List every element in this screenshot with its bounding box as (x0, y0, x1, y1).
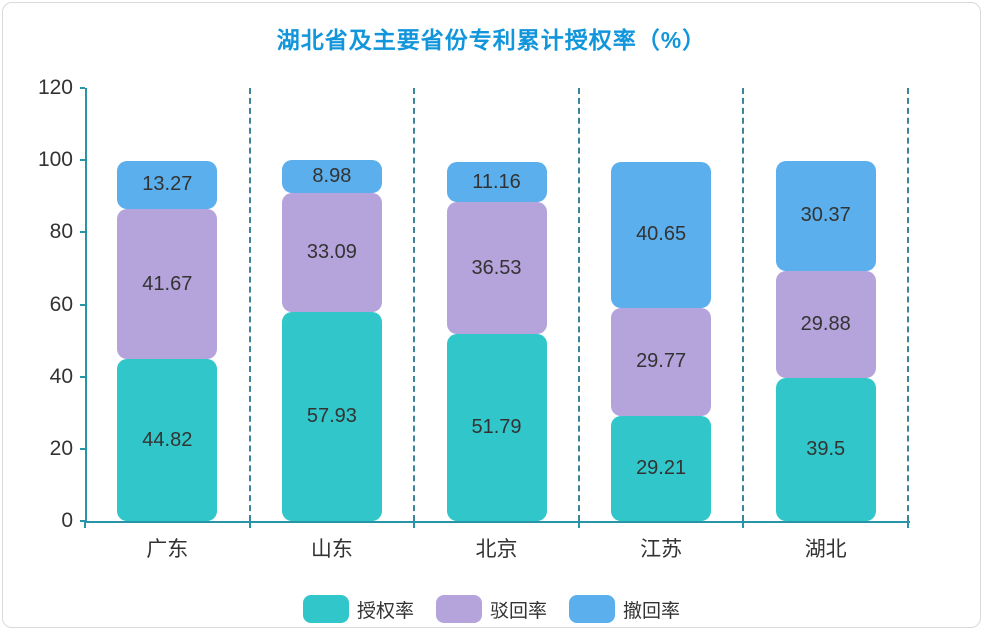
bar-segment: 13.27 (117, 161, 218, 209)
y-tick-mark (80, 231, 85, 234)
bar-segment: 41.67 (117, 208, 218, 360)
bar-value-label: 51.79 (471, 416, 522, 439)
legend-label: 驳回率 (489, 600, 547, 622)
legend-item: 授权率 (302, 595, 414, 623)
bar-value-label: 29.88 (800, 313, 851, 336)
bar-segment: 30.37 (775, 161, 876, 271)
bar-value-label: 13.27 (142, 173, 193, 196)
bar-segment: 11.16 (446, 162, 547, 203)
bar-segment: 57.93 (281, 311, 382, 521)
x-tick-mark (577, 521, 580, 528)
bar-segment: 51.79 (446, 334, 547, 521)
bar-segment: 29.88 (775, 270, 876, 379)
legend-swatch (569, 595, 615, 623)
stacked-bar-chart: 0 20 40 60 80 100 120 44.82 41.67 13.27 广东 57.93 33.… (3, 3, 980, 627)
legend-swatch (302, 595, 349, 623)
grid-line (413, 88, 416, 521)
bar-segment: 39.5 (775, 378, 876, 521)
bar-segment: 44.82 (117, 359, 218, 521)
y-tick-mark (80, 447, 85, 450)
grid-line (577, 88, 580, 521)
grid-line (248, 88, 251, 521)
x-axis-label: 山东 (310, 538, 353, 561)
legend-item: 撤回率 (569, 595, 680, 623)
x-axis-label: 北京 (475, 538, 518, 561)
legend-swatch (435, 595, 482, 623)
x-tick-mark (742, 521, 745, 528)
bar-value-label: 11.16 (472, 170, 521, 193)
bar-value-label: 29.21 (636, 456, 687, 479)
grid-line (907, 88, 909, 521)
y-tick-label: 100 (37, 148, 73, 172)
y-tick-label: 40 (49, 364, 73, 388)
bar-value-label: 36.53 (471, 256, 522, 279)
bar-value-label: 40.65 (636, 223, 687, 246)
bar-value-label: 39.5 (806, 438, 846, 461)
bar-segment: 8.98 (281, 160, 382, 193)
x-axis-label: 湖北 (804, 538, 847, 561)
bar-value-label: 33.09 (306, 240, 357, 263)
y-tick-label: 20 (49, 436, 73, 460)
legend-label: 授权率 (356, 600, 414, 622)
x-axis-label: 广东 (146, 538, 189, 561)
y-tick-mark (80, 159, 85, 162)
bar-value-label: 41.67 (142, 272, 193, 295)
bar-segment: 29.77 (611, 308, 712, 416)
bar-segment: 40.65 (611, 161, 712, 309)
bar-value-label: 44.82 (142, 428, 193, 451)
x-tick-mark (84, 521, 86, 528)
y-tick-label: 120 (37, 76, 73, 99)
y-tick-label: 80 (49, 220, 73, 244)
y-tick-mark (80, 303, 85, 306)
y-tick-mark (80, 375, 85, 378)
y-tick-mark (80, 520, 85, 522)
y-axis-line (85, 88, 87, 523)
bar-segment: 36.53 (446, 202, 547, 335)
y-tick-label: 60 (49, 292, 73, 316)
bar-value-label: 8.98 (312, 164, 352, 187)
x-axis-line (85, 521, 910, 523)
bar-segment: 29.21 (611, 415, 712, 521)
bar-value-label: 30.37 (800, 204, 851, 227)
bar-value-label: 29.77 (636, 350, 687, 373)
y-tick-mark (80, 87, 85, 89)
grid-line (742, 88, 745, 521)
bar-segment: 33.09 (281, 192, 382, 312)
x-axis-label: 江苏 (640, 538, 683, 561)
x-tick-mark (413, 521, 416, 528)
x-tick-mark (248, 521, 251, 528)
legend-item: 驳回率 (435, 595, 547, 623)
legend-label: 撤回率 (623, 600, 681, 622)
x-tick-mark (907, 521, 909, 528)
chart-title: 湖北省及主要省份专利累计授权率（%） (276, 27, 707, 53)
chart-legend: 授权率 驳回率 撤回率 (3, 595, 980, 623)
y-tick-label: 0 (61, 509, 73, 532)
bar-value-label: 57.93 (306, 404, 357, 427)
